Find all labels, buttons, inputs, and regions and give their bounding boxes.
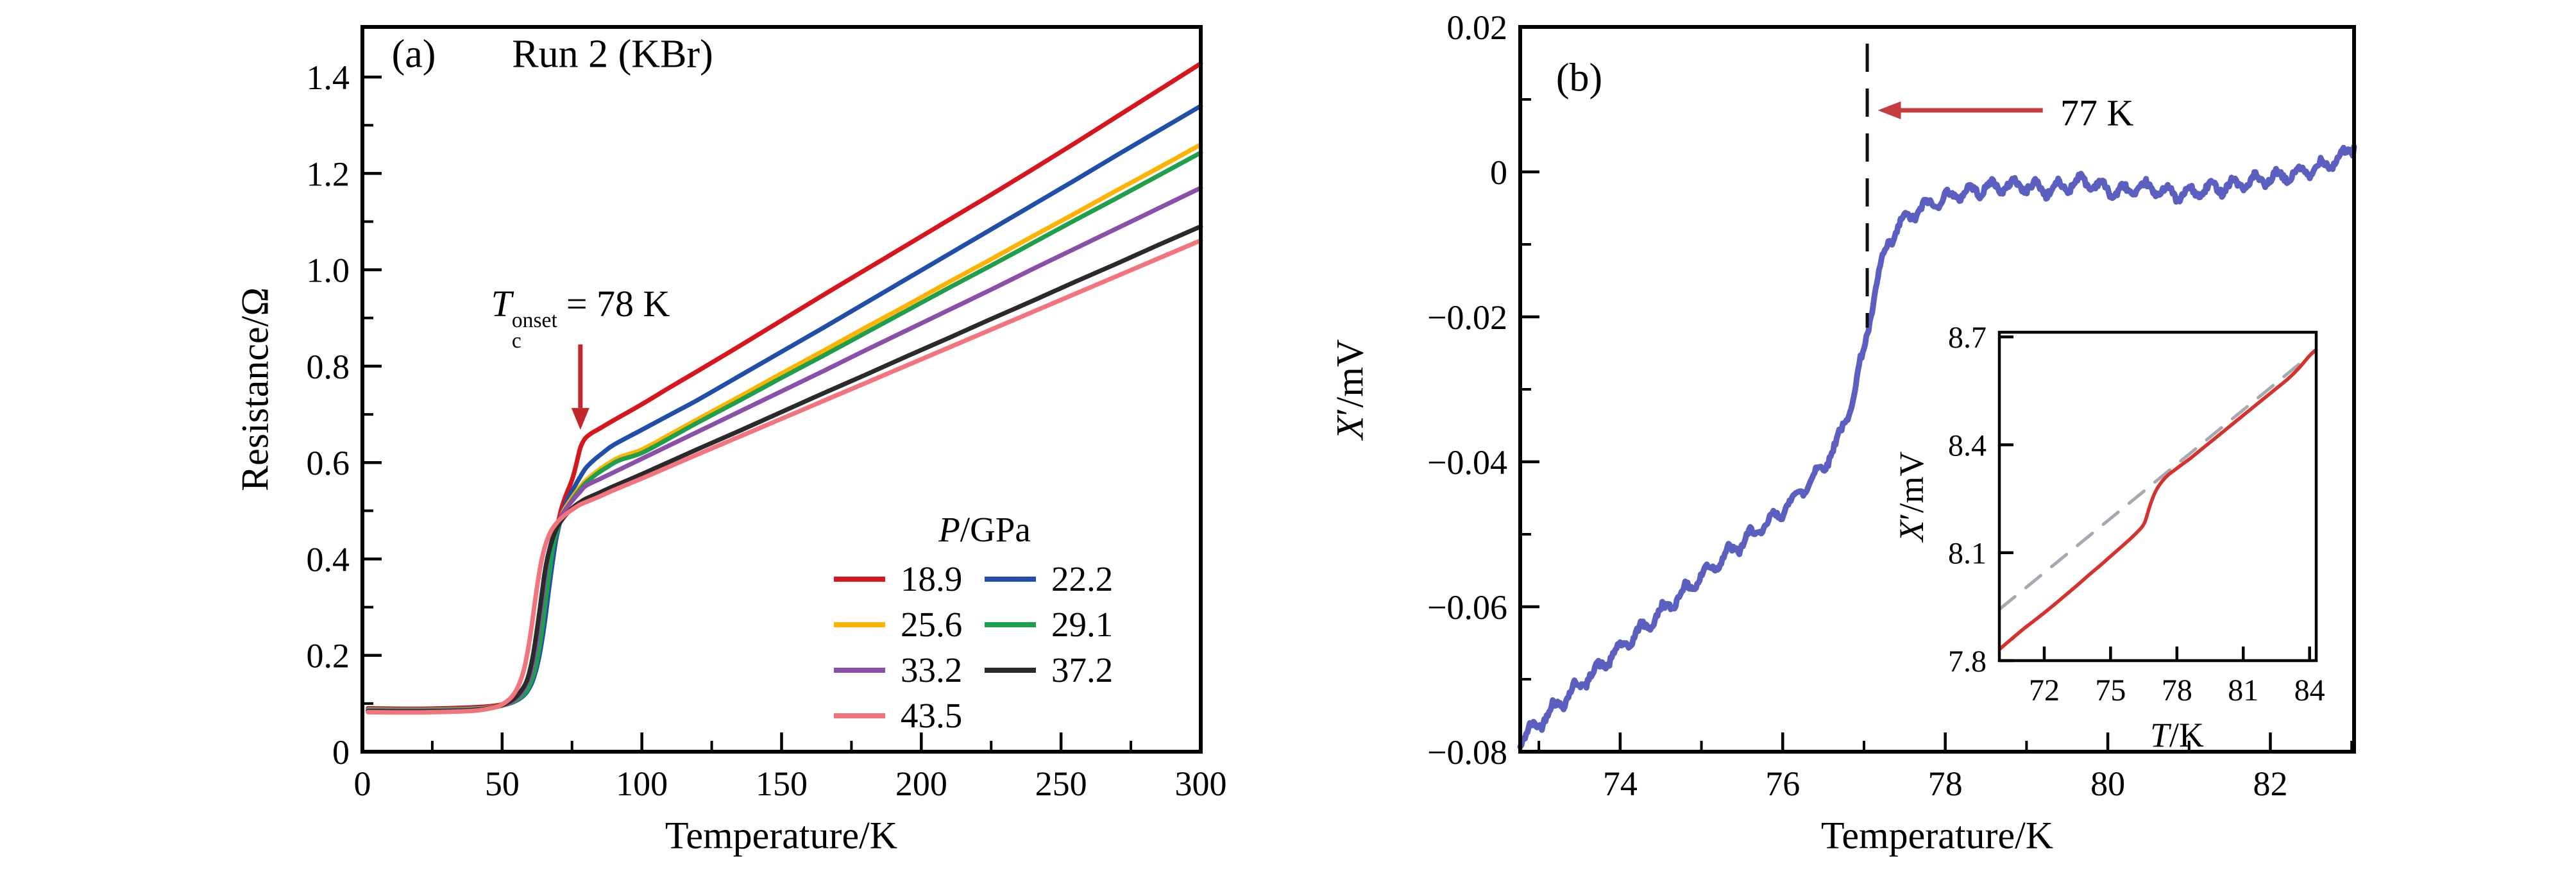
- tc-subsup: onset c: [511, 308, 557, 353]
- legend-value: 37.2: [1051, 650, 1114, 689]
- annotation-arrow-77k: [1877, 101, 2043, 119]
- inset-xlabel-symbol: T: [2149, 716, 2170, 754]
- series-43-5: [366, 238, 1203, 715]
- y-tick-label: 0.2: [307, 637, 350, 675]
- panel-b-ylabel-symbol: X: [1328, 416, 1371, 440]
- legend-value: 25.6: [901, 605, 963, 644]
- x-tick-label: 100: [616, 765, 668, 803]
- legend-title-symbol: P: [938, 510, 960, 549]
- legend-title-unit: /GPa: [960, 510, 1031, 549]
- x-tick-label: 300: [1175, 765, 1227, 803]
- inset-y-axis-label: X′/mV: [1892, 452, 1931, 542]
- x-tick-label: 72: [2029, 673, 2060, 707]
- y-tick-label: 0.4: [307, 540, 350, 579]
- chart-panel-b: 74 76 78 80 82 0.02 0 −0.02 −0.04 −0.06 −0.08: [1427, 8, 2357, 803]
- inset-xlabel-unit: /K: [2169, 716, 2205, 754]
- annotation-arrow-77k-head: [1877, 101, 1901, 119]
- panel-a-y-axis-label: Resistance/Ω: [233, 287, 276, 491]
- x-tick-label: 50: [485, 765, 520, 803]
- legend-value: 29.1: [1051, 605, 1114, 644]
- inset-x-axis-label: T/K: [2150, 715, 2204, 755]
- panel-b-ylabel-unit: /mV: [1328, 339, 1371, 408]
- y-tick-label: 8.1: [1948, 537, 1987, 571]
- x-tick-label: 0: [354, 765, 371, 803]
- legend-swatch: [985, 622, 1036, 627]
- legend-value: 43.5: [901, 696, 963, 735]
- legend-value: 22.2: [1051, 559, 1114, 598]
- legend-item-43-5: 43.5: [834, 696, 985, 735]
- panel-a-label: (a): [391, 32, 436, 76]
- y-tick-label: 8.7: [1948, 321, 1987, 355]
- panel-a-x-axis-label: Temperature/K: [665, 814, 898, 857]
- series-x-measured: [1998, 348, 2318, 651]
- tc-symbol: T: [491, 283, 512, 325]
- x-tick-label: 250: [1035, 765, 1087, 803]
- panel-b-label: (b): [1555, 56, 1603, 100]
- x-tick-label: 76: [1765, 765, 1800, 803]
- legend-entries: 18.9 22.2 25.6 29.1 33.2 37.2 43.5: [834, 559, 1135, 735]
- x-tick-label: 82: [2253, 765, 2287, 803]
- legend-item-22-2: 22.2: [985, 559, 1135, 598]
- inset-ylabel-symbol: X: [1892, 520, 1931, 542]
- x-tick-label: 78: [1928, 765, 1963, 803]
- chart-panel-a: 0 50 100 150 200 250 300 0 0.2 0.4 0.6 0.8 1.0 1.2 1.4: [307, 25, 1227, 803]
- y-tick-label: 0: [1490, 153, 1507, 192]
- y-tick-label: −0.08: [1427, 733, 1507, 772]
- legend-title: P/GPa: [834, 509, 1135, 561]
- legend-item-37-2: 37.2: [985, 650, 1135, 689]
- x-tick-label: 80: [2090, 765, 2125, 803]
- series-x-signal: [1517, 144, 2357, 750]
- legend-swatch: [834, 622, 885, 627]
- y-tick-label: 1.4: [307, 58, 350, 97]
- legend-swatch: [834, 713, 885, 718]
- series-background-extrapolation: [1998, 348, 2318, 611]
- legend: P/GPa 18.9 22.2 25.6 29.1 33.2 37.2 43.5: [834, 509, 1135, 735]
- y-tick-label: 8.4: [1948, 428, 1987, 462]
- y-tick-label: 0.02: [1447, 8, 1508, 47]
- y-tick-label: −0.04: [1427, 443, 1507, 482]
- x-tick-label: 81: [2228, 673, 2258, 707]
- legend-item-25-6: 25.6: [834, 605, 985, 644]
- panel-b-x-axis-label: Temperature/K: [1820, 814, 2054, 857]
- x-tick-label: 75: [2095, 673, 2126, 707]
- panel-a-title: Run 2 (KBr): [512, 32, 713, 76]
- legend-value: 18.9: [901, 559, 963, 598]
- y-tick-label: −0.02: [1427, 298, 1507, 337]
- legend-value: 33.2: [901, 650, 963, 689]
- tc-value: = 78 K: [566, 283, 670, 325]
- y-tick-label: −0.06: [1427, 588, 1507, 627]
- y-tick-label: 1.2: [307, 155, 350, 193]
- y-tick-label: 0.8: [307, 348, 350, 386]
- legend-item-29-1: 29.1: [985, 605, 1135, 644]
- x-tick-label: 150: [756, 765, 808, 803]
- x-tick-label: 74: [1603, 765, 1638, 803]
- legend-swatch: [985, 576, 1036, 582]
- inset-frame: [1997, 330, 2318, 663]
- inset-ylabel-prime: ′: [1892, 512, 1931, 521]
- x-tick-label: 78: [2162, 673, 2192, 707]
- inset-ylabel-unit: /mV: [1892, 451, 1931, 513]
- panel-b-ylabel-prime: ′: [1328, 407, 1371, 416]
- tc-arrow: [571, 344, 589, 430]
- tc-subscript: c: [511, 328, 521, 353]
- legend-item-18-9: 18.9: [834, 559, 985, 598]
- x-tick-label: 200: [895, 765, 947, 803]
- y-tick-label: 0: [332, 733, 350, 772]
- y-tick-label: 1.0: [307, 251, 350, 290]
- tc-arrow-head: [571, 408, 589, 430]
- y-tick-label: 0.6: [307, 444, 350, 482]
- tc-superscript: onset: [511, 308, 557, 332]
- chart-inset: 72 75 78 81 84 8.7 8.4 8.1 7.8: [1948, 321, 2325, 707]
- x-tick-label: 84: [2294, 673, 2325, 707]
- legend-swatch: [834, 576, 885, 582]
- panel-b-y-axis-label: X′/mV: [1328, 339, 1373, 439]
- legend-item-33-2: 33.2: [834, 650, 985, 689]
- y-tick-label: 7.8: [1948, 645, 1987, 679]
- legend-swatch: [985, 667, 1036, 673]
- legend-swatch: [834, 667, 885, 673]
- panel-b-77k-annotation: 77 K: [2060, 92, 2134, 134]
